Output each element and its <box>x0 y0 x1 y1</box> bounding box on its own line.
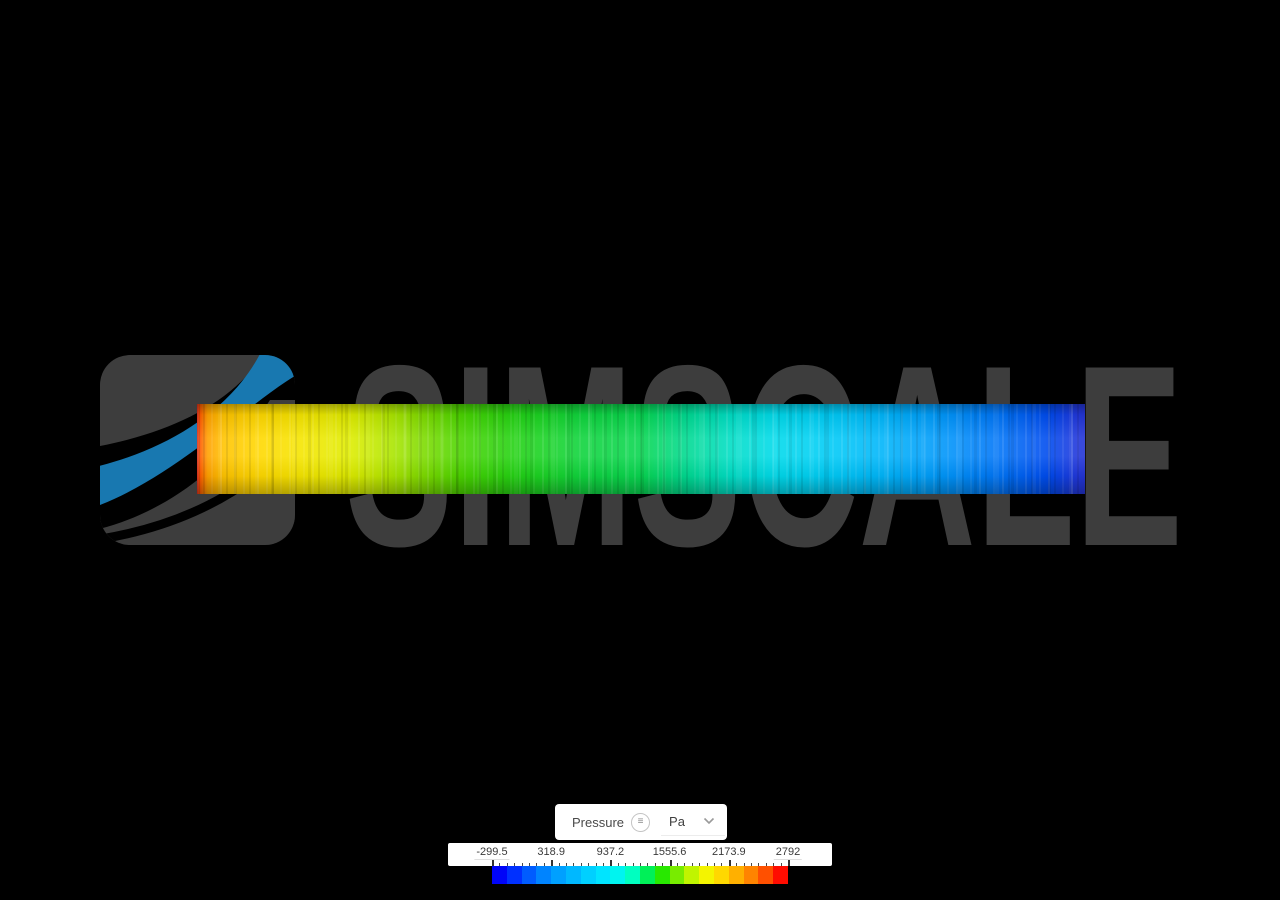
scale-tick <box>743 863 745 866</box>
scale-tick <box>699 863 701 866</box>
colorbar-segment <box>565 866 581 884</box>
scale-tick <box>632 863 634 866</box>
unit-label: Pa <box>669 813 685 829</box>
scale-tick <box>617 863 619 866</box>
colorbar-segment <box>669 866 685 884</box>
colorbar-segment <box>506 866 522 884</box>
scale-tick <box>580 863 582 866</box>
colorbar-segment <box>728 866 744 884</box>
scale-tick <box>669 860 672 866</box>
scale-tick <box>780 863 782 866</box>
scale-value[interactable]: 318.9 <box>537 846 565 858</box>
colorbar <box>492 866 788 884</box>
field-menu-icon[interactable]: ≡ <box>631 812 651 832</box>
colorbar-segment <box>699 866 714 884</box>
colorbar-segment <box>610 866 626 884</box>
scale-tick <box>521 863 523 866</box>
pipe-contour-striations <box>197 404 1085 494</box>
pipe-cylinder-shading <box>197 404 1085 494</box>
colorbar-segment <box>743 866 759 884</box>
scale-tick <box>788 860 790 866</box>
scale-tick <box>610 860 613 866</box>
scale-tick <box>640 863 641 866</box>
scale-tick <box>758 863 760 866</box>
scale-tick <box>536 863 538 866</box>
scale-tick <box>654 863 656 866</box>
scale-tick <box>691 863 693 866</box>
scale-tick <box>625 863 627 866</box>
scale-tick <box>662 863 664 866</box>
colorbar-segment <box>639 866 655 884</box>
scale-tick <box>529 863 530 866</box>
colorbar-segment <box>654 866 670 884</box>
colorbar-segment <box>625 866 640 884</box>
colorbar-segment <box>595 866 611 884</box>
scale-tick <box>573 863 575 866</box>
scale-tick <box>566 863 567 866</box>
colorbar-segment <box>492 866 507 884</box>
scale-tick <box>558 863 560 866</box>
scale-tick <box>751 863 752 866</box>
scale-tick <box>684 863 686 866</box>
scale-value[interactable]: 2792 <box>773 846 803 860</box>
scale-tick <box>773 863 775 866</box>
scale-tick <box>603 863 604 866</box>
colorbar-segment <box>758 866 774 884</box>
legend-panel: Pressure ≡ Pa <box>555 804 727 840</box>
scale-tick <box>736 863 738 866</box>
colorbar-segment <box>684 866 700 884</box>
scale-tick <box>714 863 715 866</box>
scale-tick <box>506 863 508 866</box>
scale-tick <box>551 860 554 866</box>
scale-ticks <box>492 858 790 866</box>
colorbar-segment <box>713 866 729 884</box>
scale-tick <box>765 863 767 866</box>
colorbar-segment <box>521 866 537 884</box>
pipe-model <box>197 404 1085 494</box>
scale-tick <box>721 863 723 866</box>
chevron-down-icon <box>703 817 715 825</box>
colorbar-segment <box>551 866 566 884</box>
scale-tick <box>543 863 545 866</box>
scale-tick <box>492 860 494 866</box>
colorbar-segment <box>536 866 552 884</box>
scale-value[interactable]: 1555.6 <box>652 846 687 858</box>
scale-value[interactable]: 937.2 <box>596 846 625 858</box>
pipe-surface-base <box>197 404 1085 494</box>
unit-dropdown[interactable]: Pa <box>661 813 726 836</box>
scale-value[interactable]: -299.5 <box>474 846 510 860</box>
scale-tick <box>595 863 597 866</box>
field-selector-label[interactable]: Pressure <box>572 814 625 830</box>
scale-tick <box>706 863 708 866</box>
legend-scale-strip: -299.5 318.9 937.2 1555.6 2173.9 2792 <box>448 843 832 866</box>
scale-tick <box>499 863 501 866</box>
scale-tick <box>514 863 516 866</box>
scale-tick <box>647 863 649 866</box>
scale-tick <box>677 863 678 866</box>
scale-tick <box>728 860 731 866</box>
unit-underline <box>661 834 726 836</box>
colorbar-segment <box>580 866 596 884</box>
hamburger-icon: ≡ <box>637 816 644 827</box>
colorbar-segment <box>773 866 788 884</box>
scale-tick <box>588 863 590 866</box>
scale-value[interactable]: 2173.9 <box>711 846 746 858</box>
